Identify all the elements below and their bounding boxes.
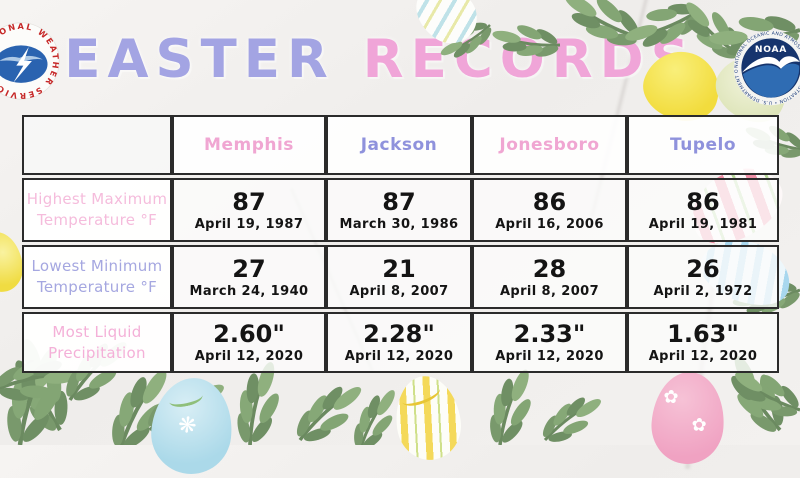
nws-logo: NATIONAL WEATHER SERVICE — [0, 22, 60, 100]
column-header-jonesboro: Jonesboro — [472, 115, 627, 175]
row-label-line1: Highest Maximum — [26, 190, 168, 208]
table-row-most-liquid-precip: Most Liquid Precipitation 2.60" April 12… — [22, 312, 779, 373]
page-title: EASTER RECORDS — [0, 22, 760, 97]
record-date: April 2, 1972 — [653, 283, 753, 299]
record-date: March 30, 1986 — [339, 216, 459, 232]
row-label-line2: Temperature °F — [36, 211, 158, 229]
record-cell: 27 March 24, 1940 — [172, 245, 326, 309]
record-date: April 19, 1987 — [194, 216, 304, 232]
record-cell: 87 March 30, 1986 — [326, 178, 472, 242]
record-value: 26 — [686, 254, 720, 283]
row-label-highest-max-temp: Highest Maximum Temperature °F — [22, 178, 172, 242]
record-value: 2.33" — [513, 320, 586, 348]
noaa-wordmark: NOAA — [755, 45, 787, 55]
record-date: April 19, 1981 — [648, 216, 758, 232]
flower-icon: ✿ — [662, 386, 680, 409]
record-date: March 24, 1940 — [189, 283, 309, 299]
header-row: Memphis Jackson Jonesboro Tupelo — [22, 115, 779, 175]
record-value: 87 — [382, 187, 416, 216]
records-table: Memphis Jackson Jonesboro Tupelo Highest… — [22, 112, 779, 376]
record-date: April 8, 2007 — [499, 283, 600, 299]
column-header-memphis: Memphis — [172, 115, 326, 175]
title-word-records: RECORDS — [362, 29, 696, 90]
row-label-line1: Most Liquid — [52, 322, 142, 341]
egg-ribbon-decoration — [399, 380, 443, 411]
blue-daisy-egg-bottom: ❋ — [147, 374, 237, 478]
row-label-most-liquid-precip: Most Liquid Precipitation — [22, 312, 172, 373]
row-label-line1: Lowest Minimum — [31, 257, 163, 275]
record-value: 28 — [532, 254, 567, 283]
column-header-jackson: Jackson — [326, 115, 472, 175]
record-value: 2.28" — [363, 320, 435, 348]
record-value: 2.60" — [213, 320, 285, 348]
record-date: April 16, 2006 — [495, 216, 604, 232]
flower-icon: ✿ — [690, 414, 708, 437]
record-cell: 86 April 19, 1981 — [627, 178, 779, 242]
daisy-icon: ❋ — [176, 412, 198, 440]
record-date: April 12, 2020 — [194, 349, 304, 364]
row-label-line2: Precipitation — [48, 343, 146, 362]
row-label-lowest-min-temp: Lowest Minimum Temperature °F — [22, 245, 172, 309]
record-value: 86 — [532, 187, 567, 216]
column-header-tupelo: Tupelo — [627, 115, 779, 175]
noaa-logo: NATIONAL OCEANIC AND ATMOSPHERIC ADMINIS… — [733, 30, 800, 105]
record-value: 86 — [686, 187, 720, 216]
record-cell: 28 April 8, 2007 — [472, 245, 627, 309]
record-cell: 26 April 2, 1972 — [627, 245, 779, 309]
record-date: April 12, 2020 — [344, 349, 454, 364]
egg-vine-decoration — [167, 387, 205, 410]
title-word-easter: EASTER — [64, 29, 335, 90]
record-value: 87 — [232, 187, 266, 216]
record-value: 1.63" — [667, 320, 739, 348]
record-cell: 87 April 19, 1987 — [172, 178, 326, 242]
yellow-ribbon-egg-bottom — [390, 371, 466, 465]
record-cell: 21 April 8, 2007 — [326, 245, 472, 309]
record-cell: 2.60" April 12, 2020 — [172, 312, 326, 373]
table-row-lowest-min-temp: Lowest Minimum Temperature °F 27 March 2… — [22, 245, 779, 309]
record-date: April 12, 2020 — [495, 349, 604, 364]
record-value: 21 — [382, 254, 416, 283]
pink-flower-egg-bottom: ✿ ✿ — [648, 369, 728, 467]
row-label-line2: Temperature °F — [36, 278, 158, 296]
record-date: April 8, 2007 — [349, 283, 449, 299]
record-cell: 1.63" April 12, 2020 — [627, 312, 779, 373]
table-row-highest-max-temp: Highest Maximum Temperature °F 87 April … — [22, 178, 779, 242]
record-value: 27 — [232, 254, 266, 283]
record-cell: 2.33" April 12, 2020 — [472, 312, 627, 373]
record-date: April 12, 2020 — [648, 349, 758, 364]
record-cell: 2.28" April 12, 2020 — [326, 312, 472, 373]
record-cell: 86 April 16, 2006 — [472, 178, 627, 242]
table-corner-cell — [22, 115, 172, 175]
